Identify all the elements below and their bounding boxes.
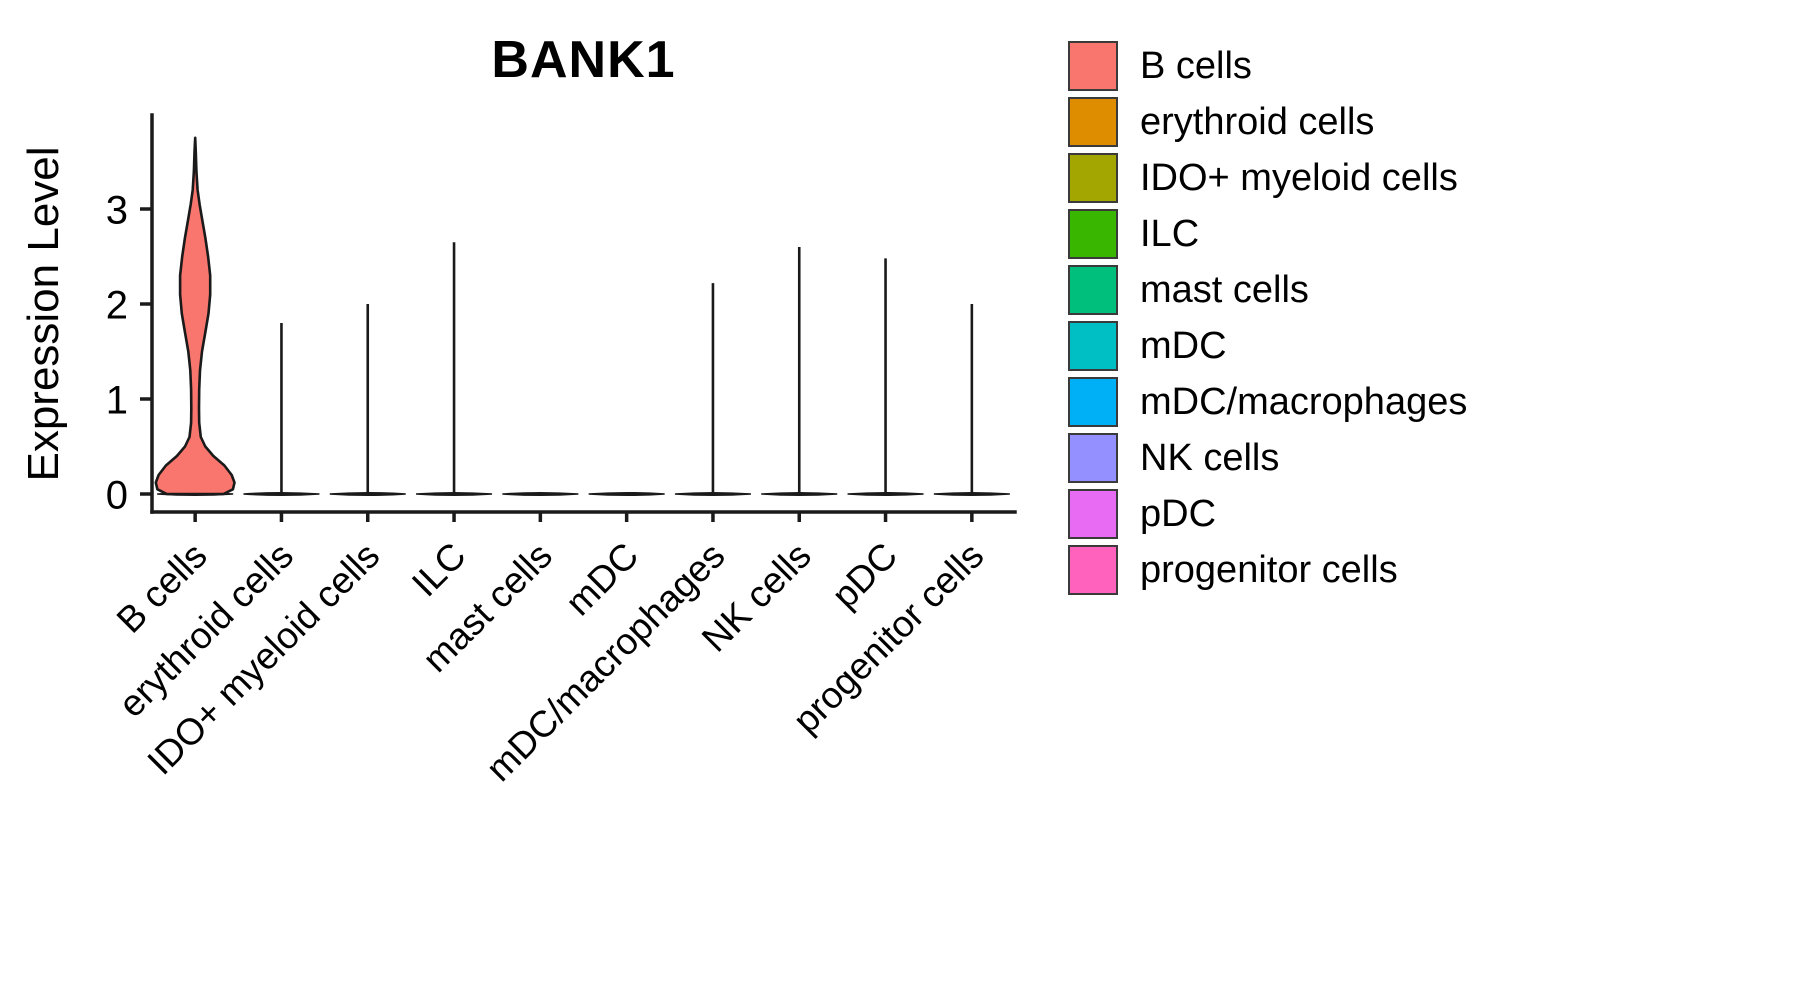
legend: B cells erythroid cells IDO+ myeloid cells… [1068, 40, 1467, 600]
legend-label-b-cells: B cells [1140, 44, 1252, 87]
legend-item-progenitor-cells: progenitor cells [1068, 544, 1467, 596]
legend-item-nk-cells: NK cells [1068, 432, 1467, 484]
legend-label-progenitor-cells: progenitor cells [1140, 548, 1398, 591]
legend-label-pdc: pDC [1140, 492, 1217, 535]
violin-base-4 [502, 491, 579, 497]
legend-label-mast-cells: mast cells [1140, 268, 1309, 311]
legend-item-pdc: pDC [1068, 488, 1467, 540]
violin-base-5 [588, 491, 665, 497]
legend-item-mdc-macrophages: mDC/macrophages [1068, 376, 1467, 428]
legend-swatch-b-cells [1068, 41, 1118, 91]
legend-item-ilc: ILC [1068, 208, 1467, 260]
legend-label-mdc: mDC [1140, 324, 1227, 367]
y-tick-label: 2 [106, 283, 128, 327]
legend-label-ilc: ILC [1140, 212, 1200, 255]
y-tick-label: 0 [106, 473, 128, 517]
legend-swatch-mdc [1068, 321, 1118, 371]
y-tick-label: 1 [106, 378, 128, 422]
legend-item-erythroid-cells: erythroid cells [1068, 96, 1467, 148]
legend-label-erythroid-cells: erythroid cells [1140, 100, 1375, 143]
legend-swatch-nk-cells [1068, 433, 1118, 483]
legend-item-mdc: mDC [1068, 320, 1467, 372]
legend-swatch-mast-cells [1068, 265, 1118, 315]
y-axis-title: Expression Level [19, 146, 68, 481]
x-tick-label: ILC [404, 535, 474, 605]
violin-body-0 [154, 136, 236, 496]
y-tick-label: 3 [106, 188, 128, 232]
legend-swatch-progenitor-cells [1068, 545, 1118, 595]
legend-swatch-pdc [1068, 489, 1118, 539]
legend-swatch-ido-myeloid-cells [1068, 153, 1118, 203]
chart-title: BANK1 [491, 31, 676, 89]
legend-label-nk-cells: NK cells [1140, 436, 1280, 479]
legend-item-b-cells: B cells [1068, 40, 1467, 92]
legend-label-ido-myeloid-cells: IDO+ myeloid cells [1140, 156, 1458, 199]
legend-swatch-erythroid-cells [1068, 97, 1118, 147]
legend-swatch-mdc-macrophages [1068, 377, 1118, 427]
legend-label-mdc-macrophages: mDC/macrophages [1140, 380, 1468, 423]
legend-item-ido-myeloid-cells: IDO+ myeloid cells [1068, 152, 1467, 204]
legend-swatch-ilc [1068, 209, 1118, 259]
legend-item-mast-cells: mast cells [1068, 264, 1467, 316]
